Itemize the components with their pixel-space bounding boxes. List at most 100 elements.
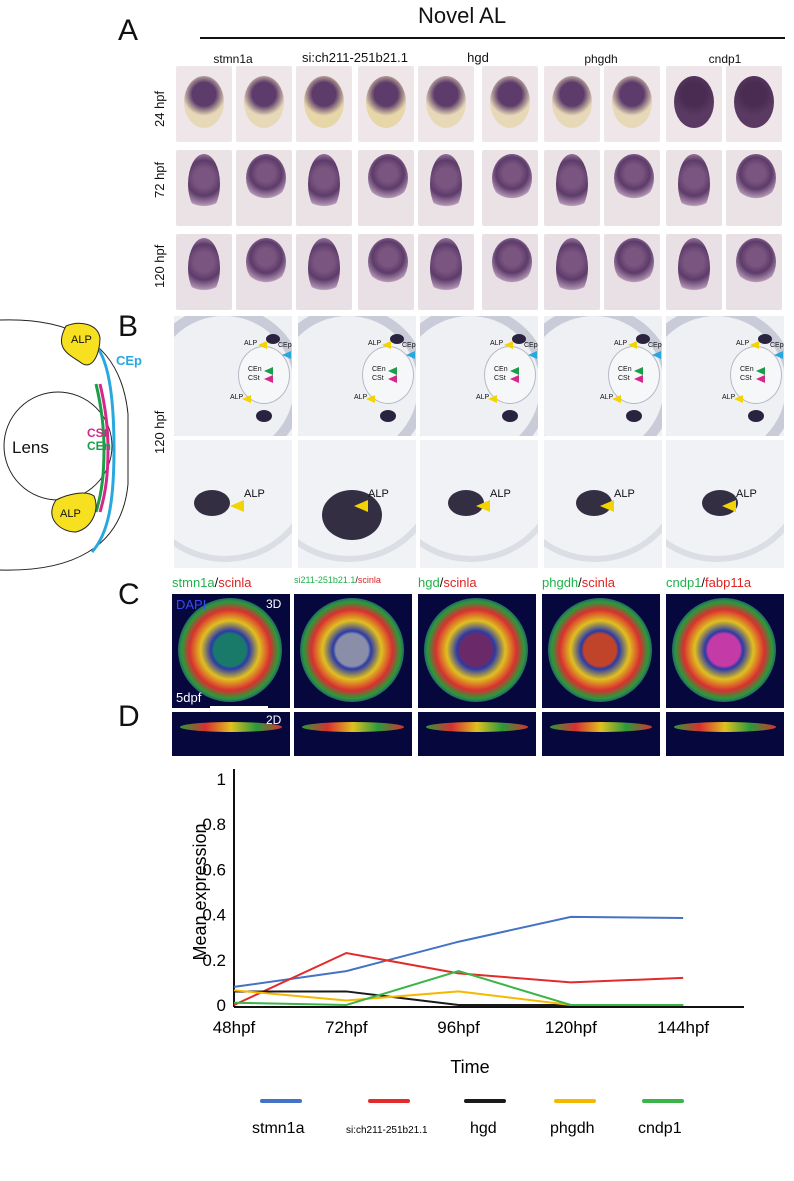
embryo-shape [430, 154, 462, 214]
embryo-shape [246, 238, 286, 286]
header-title: Novel AL [418, 3, 507, 28]
whole-mount-image [296, 234, 352, 310]
cen-arrow [264, 367, 273, 375]
legend-label: si:ch211-251b21.1 [346, 1125, 428, 1136]
embryo-shape [246, 154, 286, 202]
label-2d: 2D [266, 713, 282, 727]
alp-stain-bottom [380, 410, 396, 422]
whole-mount-image [236, 150, 292, 226]
gene-label-hgd: hgd [467, 50, 489, 65]
eye-ring [424, 598, 528, 702]
panel-letter-b: B [118, 310, 139, 343]
cst-arrow [264, 375, 273, 383]
label-3d: 3D [266, 597, 282, 611]
green-gene: si211-251b21.1 [294, 575, 356, 585]
schematic-alp-bottom-label: ALP [60, 508, 81, 520]
panel-letter-d: D [118, 700, 140, 733]
y-tick-label: 1 [217, 770, 226, 789]
embryo-shape [426, 76, 466, 128]
cep-arrow [774, 351, 783, 359]
fluorescence-2d-image [294, 712, 412, 756]
whole-mount-image [418, 234, 474, 310]
x-tick-label: 48hpf [213, 1018, 256, 1037]
cst-arrow [756, 375, 765, 383]
whole-mount-image [482, 150, 538, 226]
embryo-shape [612, 76, 652, 128]
schematic-lens-label: Lens [12, 438, 49, 457]
embryo-shape [304, 76, 344, 128]
time-label-24: 24 hpf [152, 90, 167, 128]
eye-ring [548, 598, 652, 702]
2d-stripe [180, 722, 282, 732]
embryo-shape [368, 238, 408, 286]
x-tick-label: 72hpf [325, 1018, 368, 1037]
schematic-outer-boundary [0, 319, 129, 571]
zoom-alp-arrow [600, 500, 614, 512]
fluorescence-2d-image [418, 712, 536, 756]
section-tag-cen: CEn [372, 366, 386, 373]
alp-arrow-top [382, 341, 391, 349]
section-tag-cst: CSt [372, 375, 384, 382]
whole-mount-image [726, 66, 782, 142]
whole-mount-image [604, 234, 660, 310]
fluorescence-3d-image [294, 594, 412, 708]
whole-mount-image [296, 66, 352, 142]
schematic-cst-label: CSt [87, 426, 108, 440]
red-gene: fabp11a [705, 575, 752, 590]
embryo-shape [308, 238, 340, 298]
zoom-alp-label: ALP [368, 488, 389, 500]
section-tag-cep: CEp [770, 342, 784, 349]
sep: / [214, 575, 219, 590]
alp-stain-top [758, 334, 772, 344]
stage-label: 5dpf [176, 690, 202, 705]
y-tick-label: 0.8 [202, 815, 226, 834]
section-overview: ALP CEp CEn CSt ALP [544, 316, 662, 436]
section-overview: ALP CEp CEn CSt ALP [298, 316, 416, 436]
section-overview: ALP CEp CEn CSt ALP [666, 316, 784, 436]
legend-label: hgd [470, 1120, 497, 1137]
cen-arrow [510, 367, 519, 375]
green-gene: hgd [418, 575, 440, 590]
schematic-alp-top-label: ALP [71, 334, 92, 346]
red-gene: scinla [443, 575, 477, 590]
section-tag-alp-bottom: ALP [600, 394, 614, 401]
y-tick-label: 0.2 [202, 951, 226, 970]
whole-mount-image [176, 150, 232, 226]
2d-stripe [550, 722, 652, 732]
red-gene: scinla [357, 575, 381, 585]
whole-mount-image [176, 234, 232, 310]
whole-mount-image [604, 66, 660, 142]
embryo-shape [492, 238, 532, 286]
whole-mount-image [358, 150, 414, 226]
schematic-cen-layer [94, 383, 106, 513]
fluor-pair-label: cndp1/fabp11a [666, 575, 751, 590]
alp-arrow-top [628, 341, 637, 349]
section-overview: ALP CEp CEn CSt ALP [174, 316, 292, 436]
gene-label-si: si:ch211-251b21.1 [301, 50, 408, 65]
fluorescence-2d-image [666, 712, 784, 756]
section-overview: ALP CEp CEn CSt ALP [420, 316, 538, 436]
tissue-curve [544, 440, 662, 562]
eye-schematic [0, 319, 129, 571]
x-axis-title: Time [450, 1057, 489, 1077]
whole-mount-image [604, 150, 660, 226]
cst-arrow [510, 375, 519, 383]
eye-ring [178, 598, 282, 702]
zoom-alp-arrow [722, 500, 736, 512]
sep: / [355, 575, 358, 585]
embryo-shape [614, 238, 654, 286]
green-gene: phgdh [542, 575, 579, 590]
embryo-shape [734, 76, 774, 128]
alp-stain [194, 490, 230, 516]
red-gene: scinla [218, 575, 252, 590]
schematic-cep-label: CEp [116, 353, 142, 368]
green-gene: cndp1 [666, 575, 702, 590]
section-zoom: ALP [174, 440, 292, 568]
alp-stain-bottom [256, 410, 272, 422]
cen-arrow [388, 367, 397, 375]
embryo-shape [678, 154, 710, 214]
cst-arrow [388, 375, 397, 383]
schematic-alp-bottom [51, 492, 97, 533]
whole-mount-image [418, 66, 474, 142]
section-zoom: ALP [298, 440, 416, 568]
